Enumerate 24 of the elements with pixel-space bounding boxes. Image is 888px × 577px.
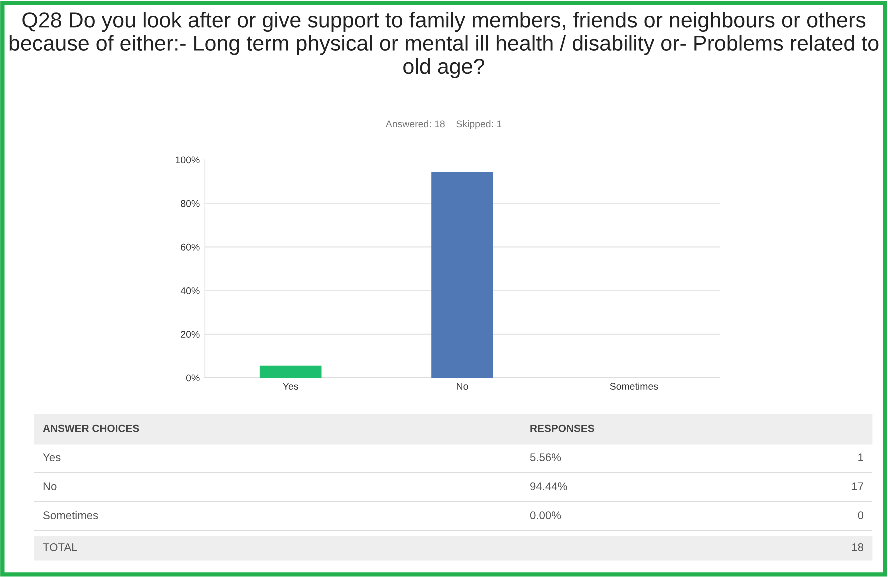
- y-tick-label: 20%: [181, 331, 200, 338]
- chart-title: Q28 Do you look after or give support to family members, friends or neighbours or others because of either:- Long term physical or mental ill health / disability or- Problems related to old age?: [10, 12, 879, 78]
- text: 94.44%: [530, 482, 568, 490]
- x-tick-label: No: [457, 383, 468, 390]
- y-tick-label: 0%: [186, 374, 200, 382]
- x-tick-label: Sometimes: [610, 382, 658, 390]
- category-label: Yes: [43, 454, 61, 462]
- text: ANSWER CHOICES: [43, 424, 140, 432]
- text: 18: [852, 544, 864, 552]
- category-label: Sometimes: [44, 511, 98, 520]
- text: 1: [858, 454, 864, 462]
- text: 5.56%: [530, 454, 562, 462]
- text: RESPONSES: [530, 424, 594, 432]
- text: 0: [858, 512, 864, 520]
- text: 17: [852, 482, 864, 490]
- text: 0.00%: [530, 512, 562, 520]
- category-label: No: [44, 482, 57, 490]
- x-tick-label: Yes: [283, 383, 298, 390]
- y-tick-label: 100%: [176, 156, 200, 164]
- chart-subtitle: Answered: 18 Skipped: 1: [386, 120, 502, 130]
- text: TOTAL: [43, 544, 78, 552]
- y-tick-label: 40%: [180, 288, 200, 294]
- y-tick-label: 80%: [181, 200, 200, 208]
- y-tick-label: 60%: [181, 244, 200, 251]
